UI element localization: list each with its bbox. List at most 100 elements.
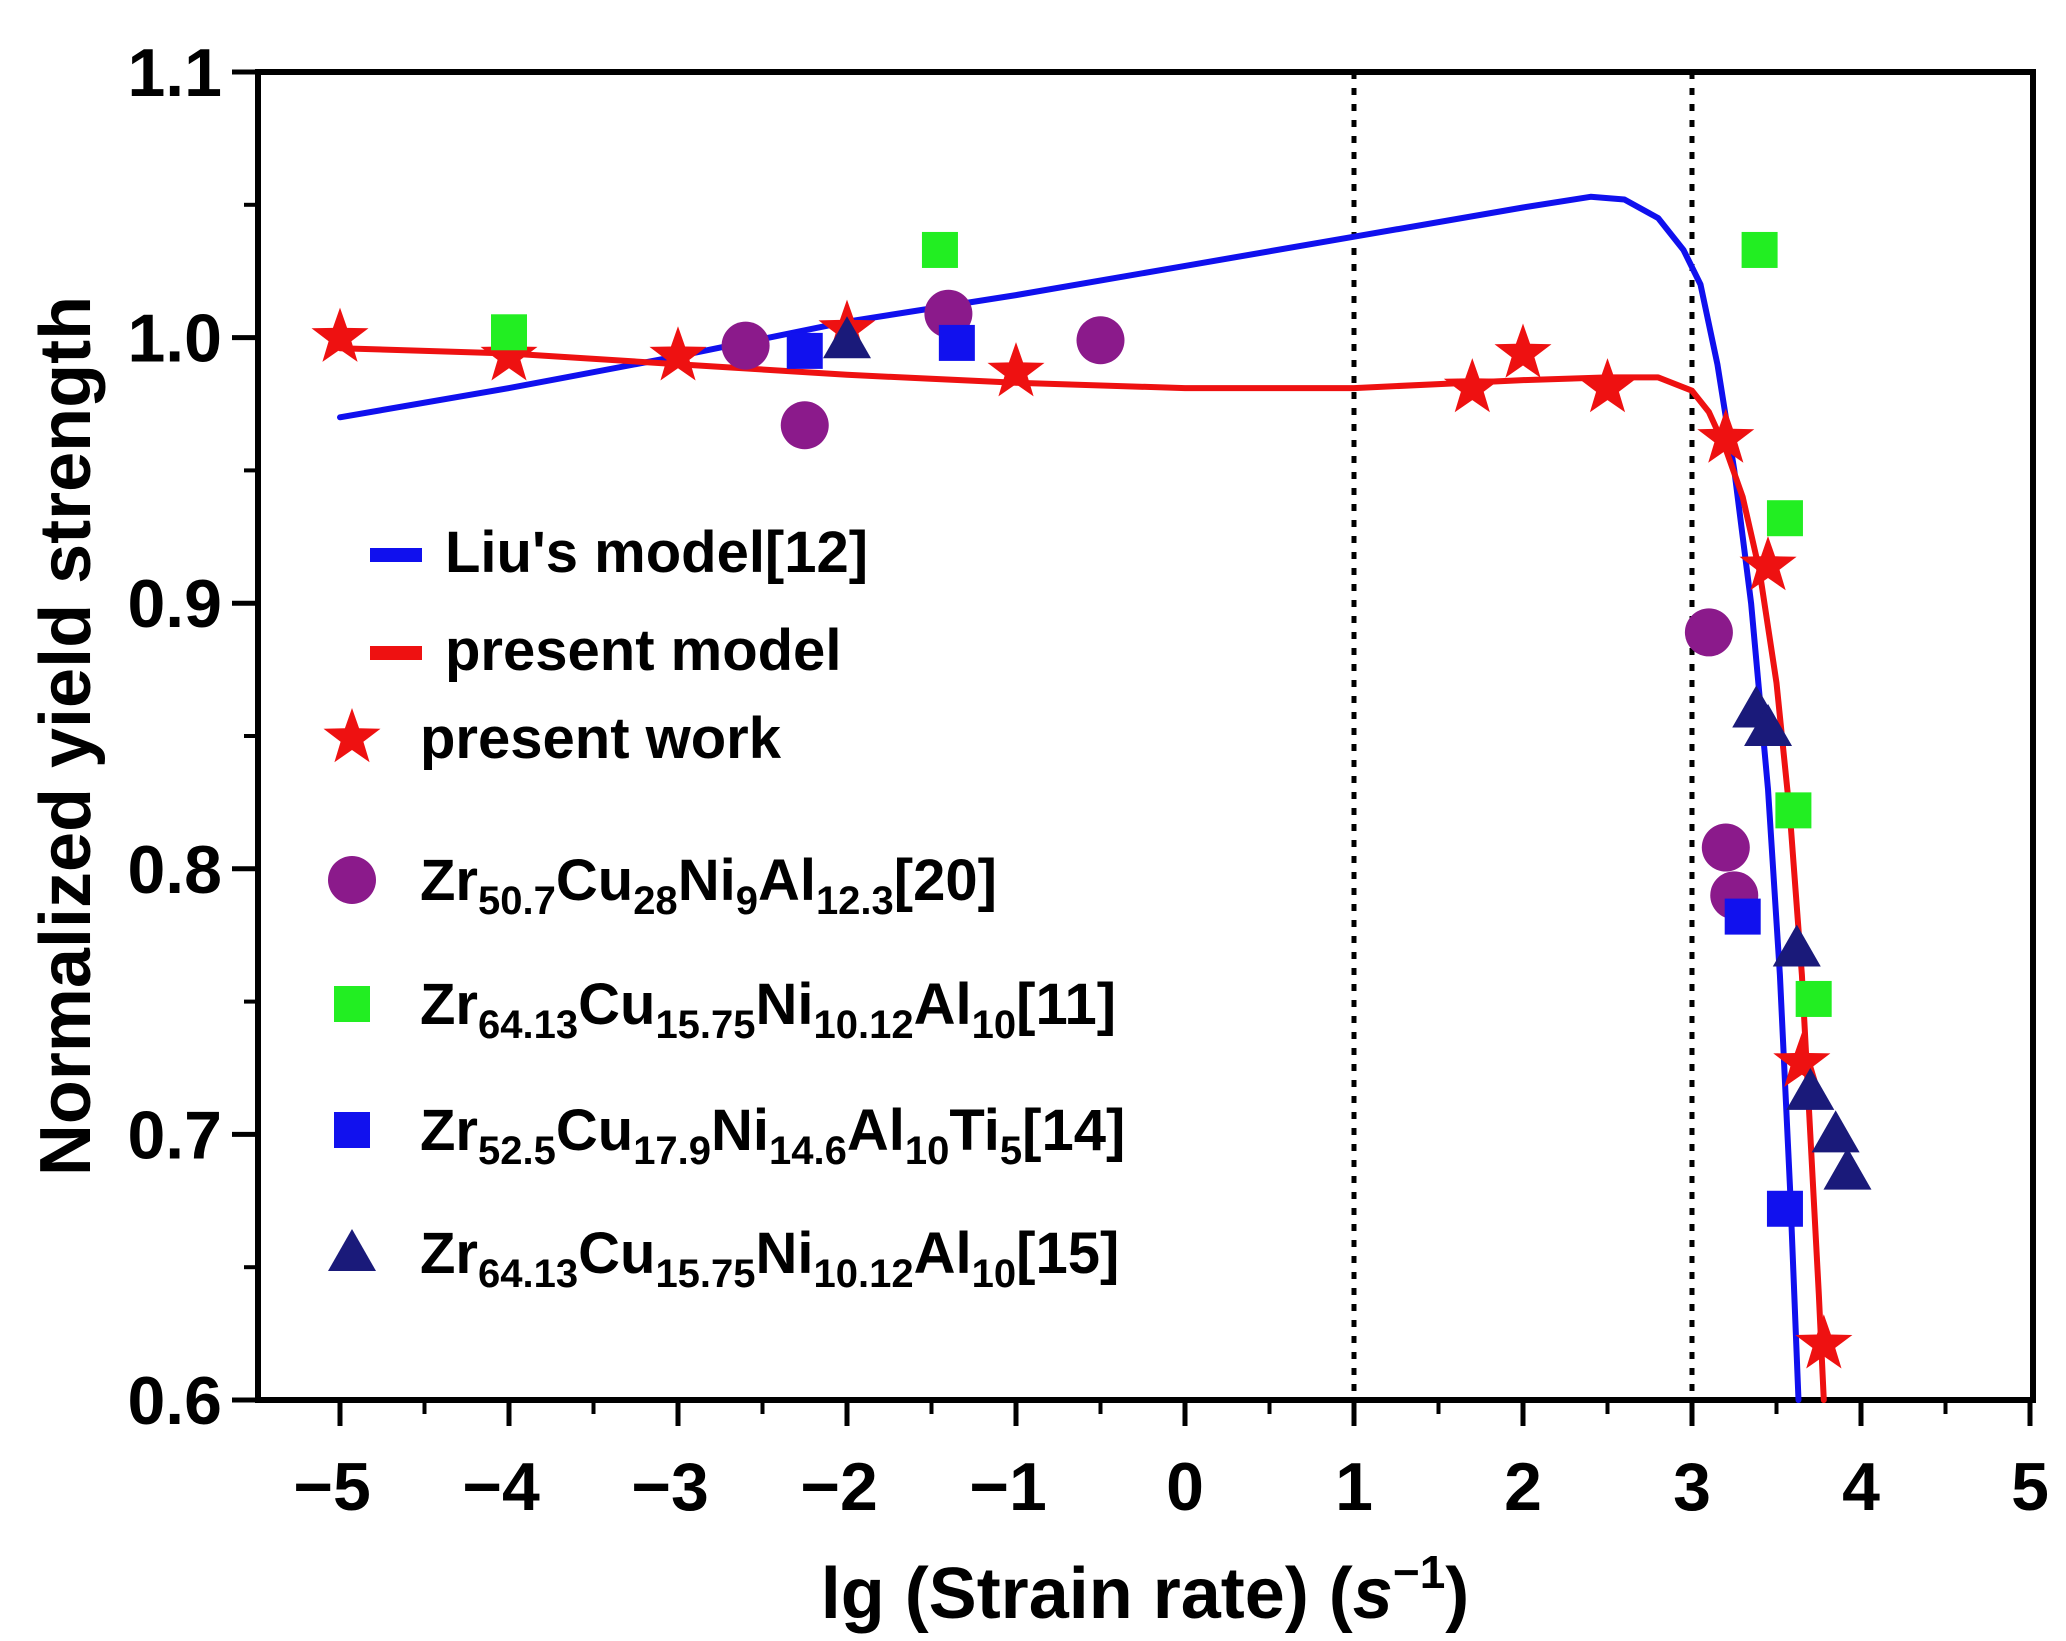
marker-zr64-13cu15-75ni10-12al10-11 — [491, 314, 527, 351]
legend-subscript: 10 — [972, 1003, 1017, 1047]
legend-swatch-liu-s-model-12 — [370, 548, 422, 562]
marker-present-work — [987, 342, 1045, 397]
legend-label-present-work: present work — [420, 706, 782, 771]
legend-text-part: Liu's model[12] — [445, 520, 868, 585]
legend-text-part: present model — [445, 618, 841, 683]
marker-zr64-13cu15-75ni10-12al10-11 — [1775, 792, 1812, 829]
legend-swatch-present-work — [323, 708, 381, 763]
legend-subscript: 10 — [972, 1252, 1017, 1296]
marker-zr50-7cu28ni9al12-3-20 — [1076, 316, 1125, 365]
legend-text-part: Al — [847, 1098, 905, 1163]
x-tick-label: 5 — [2011, 1449, 2049, 1525]
axis-tick-labels: −5 −4 −3 −2 −1 0 1 2 3 4 5 0.6 0.7 0.8 0.9 1.0 1.1 — [127, 35, 2048, 1525]
legend-text-part: Ni — [711, 1098, 769, 1163]
line-liu-s-model-12 — [337, 193, 1802, 1403]
legend-label-zr64-13cu15-75ni10-12al10-11: Zr64.13Cu15.75Ni10.12Al10[11] — [420, 972, 1116, 1047]
x-tick-label: 1 — [1335, 1449, 1373, 1525]
x-axis-title-main: lg (Strain rate) ( — [821, 1554, 1353, 1634]
legend-text-part: Ti — [949, 1098, 1000, 1163]
marker-zr50-7cu28ni9al12-3-20 — [721, 321, 770, 370]
x-tick-label: 3 — [1673, 1449, 1711, 1525]
legend-label-zr64-13cu15-75ni10-12al10-15: Zr64.13Cu15.75Ni10.12Al10[15] — [420, 1221, 1119, 1296]
reference-lines — [1351, 72, 1695, 1400]
marker-present-work — [1773, 1032, 1831, 1087]
x-tick-label: −1 — [969, 1449, 1047, 1525]
y-tick-label: 0.7 — [127, 1097, 222, 1173]
y-tick-label: 1.1 — [127, 35, 222, 111]
legend-subscript: 64.13 — [478, 1252, 578, 1296]
marker-zr64-13cu15-75ni10-12al10-11 — [1795, 980, 1832, 1017]
marker-zr50-7cu28ni9al12-3-20 — [780, 401, 829, 450]
y-tick-label: 0.8 — [127, 832, 222, 908]
legend-label-zr50-7cu28ni9al12-3-20: Zr50.7Cu28Ni9Al12.3[20] — [420, 848, 997, 923]
y-tick-label: 1.0 — [127, 301, 222, 377]
marker-present-work — [1697, 408, 1755, 463]
legend-text-part: Ni — [756, 972, 814, 1037]
legend-text-part: [14] — [1022, 1098, 1125, 1163]
legend-text-part: Al — [914, 1221, 972, 1286]
legend-label-zr52-5cu17-9ni14-6al10ti5-14: Zr52.5Cu17.9Ni14.6Al10Ti5[14] — [420, 1098, 1125, 1173]
legend: Liu's model[12] present model present work… — [323, 520, 1125, 1296]
legend-subscript: 5 — [1000, 1129, 1022, 1173]
x-axis-title: lg (Strain rate) (s−1) — [821, 1546, 1470, 1634]
legend-text-part: Zr — [420, 848, 478, 913]
data-markers — [311, 231, 1872, 1369]
marker-zr64-13cu15-75ni10-12al10-15 — [823, 316, 871, 359]
marker-present-work — [1579, 358, 1636, 413]
marker-zr64-13cu15-75ni10-12al10-15 — [1744, 704, 1793, 747]
legend-text-part: Cu — [578, 1221, 655, 1286]
legend-label-liu-s-model-12: Liu's model[12] — [445, 520, 868, 585]
legend-text-part: [15] — [1016, 1221, 1119, 1286]
x-tick-label: −4 — [462, 1449, 540, 1525]
x-axis-title-unit: s — [1353, 1554, 1393, 1634]
marker-present-work — [649, 326, 707, 381]
marker-zr52-5cu17-9ni14-6al10ti5-14 — [1766, 1190, 1803, 1227]
axis-ticks — [232, 69, 2033, 1426]
legend-swatch-present-model — [370, 646, 422, 660]
legend-subscript: 10.12 — [814, 1003, 914, 1047]
legend-subscript: 17.9 — [633, 1129, 711, 1173]
legend-text-part: Cu — [556, 1098, 633, 1163]
marker-present-work — [480, 326, 538, 381]
legend-subscript: 15.75 — [655, 1252, 755, 1296]
legend-subscript: 15.75 — [655, 1003, 755, 1047]
marker-present-work — [1795, 1314, 1853, 1369]
marker-present-work — [1494, 323, 1552, 378]
marker-zr64-13cu15-75ni10-12al10-11 — [1766, 500, 1803, 537]
marker-zr64-13cu15-75ni10-12al10-15 — [1823, 1147, 1872, 1190]
x-tick-label: −3 — [631, 1449, 709, 1525]
y-tick-label: 0.6 — [127, 1363, 222, 1439]
marker-zr52-5cu17-9ni14-6al10ti5-14 — [1724, 898, 1761, 935]
legend-text-part: Zr — [420, 1221, 478, 1286]
y-tick-label: 0.9 — [127, 566, 222, 642]
legend-subscript: 9 — [736, 879, 758, 923]
legend-subscript: 10.12 — [814, 1252, 914, 1296]
legend-subscript: 52.5 — [478, 1129, 556, 1173]
legend-text-part: Zr — [420, 972, 478, 1037]
legend-label-present-model: present model — [445, 618, 841, 683]
x-axis-title-close: ) — [1445, 1554, 1469, 1634]
marker-present-work — [1739, 536, 1797, 591]
marker-zr64-13cu15-75ni10-12al10-15 — [1811, 1110, 1860, 1153]
legend-text-part: [11] — [1016, 972, 1116, 1037]
marker-zr64-13cu15-75ni10-12al10-11 — [1741, 231, 1778, 268]
legend-subscript: 12.3 — [816, 879, 894, 923]
legend-text-part: [20] — [894, 848, 997, 913]
legend-text-part: Zr — [420, 1098, 478, 1163]
marker-zr50-7cu28ni9al12-3-20 — [1684, 608, 1733, 657]
marker-zr52-5cu17-9ni14-6al10ti5-14 — [786, 332, 823, 369]
x-tick-label: −2 — [800, 1449, 878, 1525]
legend-subscript: 14.6 — [769, 1129, 847, 1173]
x-axis-title-exponent: −1 — [1393, 1546, 1445, 1598]
legend-swatch-zr52-5cu17-9ni14-6al10ti5-14 — [334, 1112, 370, 1148]
y-axis-title: Normalized yield strength — [26, 296, 106, 1176]
legend-subscript: 28 — [633, 879, 678, 923]
x-tick-label: −5 — [293, 1449, 371, 1525]
legend-text-part: present work — [420, 706, 782, 771]
legend-subscript: 10 — [905, 1129, 950, 1173]
x-tick-label: 0 — [1166, 1449, 1204, 1525]
legend-text-part: Ni — [756, 1221, 814, 1286]
legend-text-part: Cu — [578, 972, 655, 1037]
legend-subscript: 50.7 — [478, 879, 556, 923]
